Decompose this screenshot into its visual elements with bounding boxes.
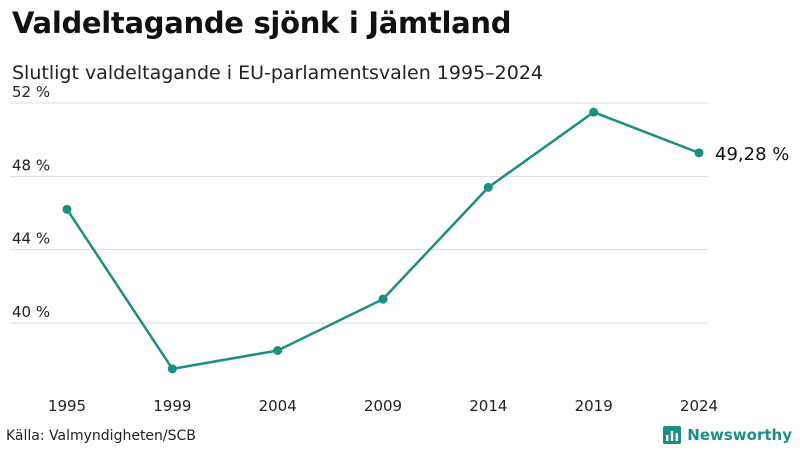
y-tick-label: 44 % [12, 230, 50, 248]
y-tick-label: 48 % [12, 156, 50, 174]
data-point [483, 182, 493, 192]
data-point [694, 148, 704, 158]
end-value-label: 49,28 % [715, 144, 789, 165]
x-tick-label: 2009 [364, 397, 402, 415]
x-tick-label: 1999 [153, 397, 191, 415]
x-tick-label: 2024 [680, 397, 718, 415]
data-point [273, 346, 283, 355]
data-point [62, 204, 72, 214]
x-tick-label: 1995 [48, 397, 86, 415]
data-point [167, 364, 177, 374]
y-tick-label: 40 % [12, 303, 50, 321]
series-line [65, 110, 701, 371]
data-point [378, 294, 388, 304]
bar-chart-icon [663, 426, 682, 444]
source-note: Källa: Valmyndigheten/SCB [6, 428, 196, 444]
chart-subtitle: Slutligt valdeltagande i EU-parlamentsva… [12, 62, 544, 84]
data-point [589, 107, 599, 117]
y-tick-label: 52 % [12, 83, 50, 101]
x-tick-label: 2019 [575, 397, 613, 415]
brand-name: Newsworthy [687, 426, 792, 444]
x-tick-label: 2004 [259, 397, 297, 415]
brand-logo: Newsworthy [663, 426, 792, 444]
chart-title: Valdeltagande sjönk i Jämtland [12, 6, 512, 40]
x-tick-label: 2014 [469, 397, 507, 415]
